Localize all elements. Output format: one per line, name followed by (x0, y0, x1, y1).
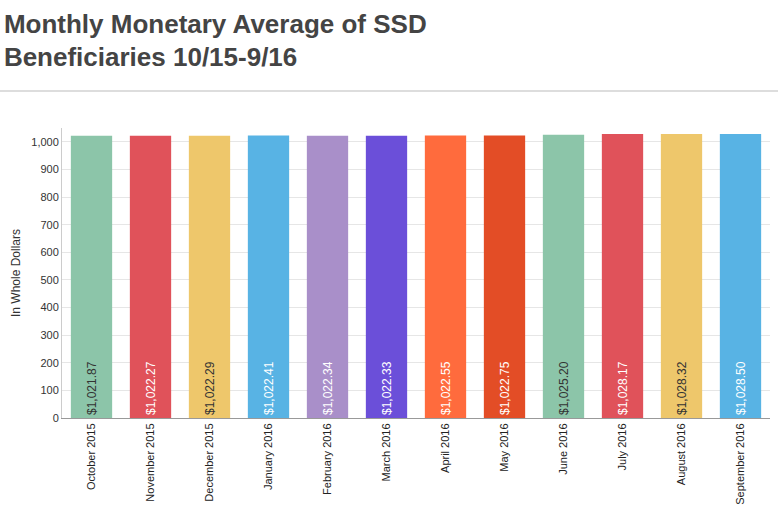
svg-text:March 2016: March 2016 (380, 423, 392, 481)
svg-text:In Whole Dollars: In Whole Dollars (9, 229, 23, 317)
svg-text:$1,022.34: $1,022.34 (321, 361, 335, 415)
svg-text:$1,021.87: $1,021.87 (85, 361, 99, 415)
svg-text:September 2016: September 2016 (734, 423, 746, 504)
svg-text:$1,028.32: $1,028.32 (675, 361, 689, 415)
svg-text:Monthly Monetary Average of SS: Monthly Monetary Average of SSDBeneficia… (4, 9, 427, 73)
svg-text:400: 400 (40, 301, 58, 313)
svg-text:June 2016: June 2016 (557, 423, 569, 474)
svg-text:800: 800 (40, 191, 58, 203)
svg-text:January 2016: January 2016 (262, 423, 274, 490)
svg-text:100: 100 (40, 384, 58, 396)
svg-text:$1,028.17: $1,028.17 (616, 361, 630, 415)
svg-text:$1,022.29: $1,022.29 (203, 361, 217, 415)
svg-text:$1,022.75: $1,022.75 (498, 361, 512, 415)
svg-text:July 2016: July 2016 (616, 423, 628, 470)
svg-text:600: 600 (40, 246, 58, 258)
svg-text:500: 500 (40, 274, 58, 286)
svg-text:$1,028.50: $1,028.50 (734, 361, 748, 415)
svg-text:$1,022.55: $1,022.55 (439, 361, 453, 415)
svg-text:700: 700 (40, 219, 58, 231)
svg-text:October 2015: October 2015 (85, 423, 97, 490)
svg-text:200: 200 (40, 357, 58, 369)
svg-text:August 2016: August 2016 (675, 423, 687, 485)
svg-text:0: 0 (53, 412, 59, 424)
svg-text:900: 900 (40, 163, 58, 175)
svg-text:$1,022.41: $1,022.41 (262, 361, 276, 415)
svg-text:$1,022.33: $1,022.33 (380, 361, 394, 415)
svg-text:February 2016: February 2016 (321, 423, 333, 495)
svg-text:May 2016: May 2016 (498, 423, 510, 471)
svg-text:300: 300 (40, 329, 58, 341)
svg-text:April 2016: April 2016 (439, 423, 451, 473)
svg-text:1,000: 1,000 (31, 136, 59, 148)
svg-text:December 2015: December 2015 (203, 423, 215, 501)
svg-text:November 2015: November 2015 (144, 423, 156, 501)
svg-text:$1,022.27: $1,022.27 (144, 361, 158, 415)
svg-text:$1,025.20: $1,025.20 (557, 361, 571, 415)
